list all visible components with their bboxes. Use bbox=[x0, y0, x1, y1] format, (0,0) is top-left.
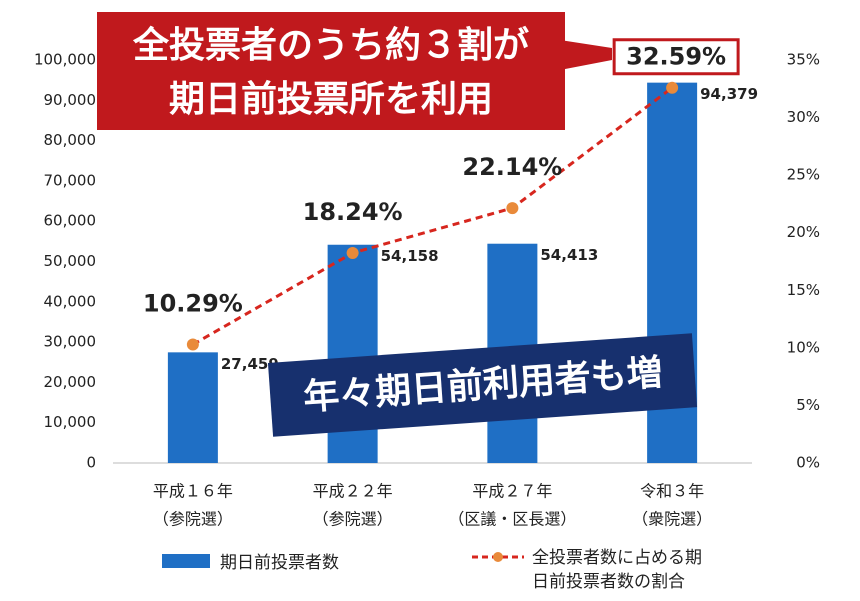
line-value-label: 32.59% bbox=[626, 43, 726, 71]
legend-label: 期日前投票者数 bbox=[220, 553, 339, 573]
bar bbox=[167, 352, 218, 463]
legend-swatch bbox=[162, 553, 210, 568]
line-marker bbox=[346, 246, 359, 259]
legend-item: 全投票者数に占める期日前投票者数の割合 bbox=[470, 546, 702, 594]
y-tick-label: 60,000 bbox=[44, 212, 97, 230]
banner-arrow bbox=[560, 40, 612, 70]
y-tick-label: 30,000 bbox=[44, 333, 97, 351]
y-tick-label: 10,000 bbox=[44, 413, 97, 431]
y2-tick-label: 25% bbox=[787, 166, 820, 184]
line-value-label: 10.29% bbox=[143, 290, 243, 318]
badge: 年々期日前利用者も増 bbox=[267, 333, 698, 437]
x-tick-label: （衆院選） bbox=[632, 510, 712, 529]
y-tick-label: 20,000 bbox=[44, 373, 97, 391]
y2-tick-label: 0% bbox=[796, 454, 820, 472]
bar-value-label: 27,459 bbox=[221, 355, 279, 373]
x-tick-label: 平成１６年 bbox=[153, 482, 233, 501]
value-label-box bbox=[612, 38, 740, 76]
badge-box bbox=[267, 333, 698, 437]
y2-tick-label: 20% bbox=[787, 223, 820, 241]
bar-value-label: 54,158 bbox=[381, 247, 439, 265]
legend-label: 全投票者数に占める期日前投票者数の割合 bbox=[532, 548, 702, 592]
bar-value-label: 94,379 bbox=[700, 85, 758, 103]
x-tick-label: 平成２７年 bbox=[472, 482, 552, 501]
x-tick-label: （参院選） bbox=[313, 510, 393, 529]
y2-tick-label: 5% bbox=[796, 396, 820, 414]
y-tick-label: 40,000 bbox=[44, 292, 97, 310]
legend-swatch bbox=[472, 552, 524, 562]
x-tick-label: 平成２２年 bbox=[313, 482, 393, 501]
banner bbox=[97, 12, 565, 130]
line bbox=[192, 86, 674, 346]
x-tick-label: （参院選） bbox=[153, 510, 233, 529]
y2-tick-label: 35% bbox=[787, 51, 820, 69]
line-marker bbox=[506, 202, 519, 215]
x-tick-label: （区議・区長選） bbox=[448, 510, 576, 529]
x-tick-label: 令和３年 bbox=[640, 482, 704, 501]
y2-tick-label: 15% bbox=[787, 281, 820, 299]
line-marker bbox=[186, 338, 199, 351]
line-marker bbox=[666, 81, 679, 94]
y-tick-label: 0 bbox=[86, 454, 96, 472]
y2-tick-label: 10% bbox=[787, 338, 820, 356]
y-tick-label: 80,000 bbox=[44, 131, 97, 149]
line-value-label: 22.14% bbox=[462, 153, 562, 181]
y2-tick-label: 30% bbox=[787, 108, 820, 126]
legend-item: 期日前投票者数 bbox=[162, 548, 339, 573]
line-value-label: 18.24% bbox=[303, 198, 403, 226]
bar-value-label: 54,413 bbox=[540, 246, 598, 264]
y-tick-label: 50,000 bbox=[44, 252, 97, 270]
banner-text: 全投票者のうち約３割が bbox=[132, 24, 529, 66]
y-tick-label: 70,000 bbox=[44, 171, 97, 189]
y-tick-label: 90,000 bbox=[44, 91, 97, 109]
banner-text: 期日前投票所を利用 bbox=[169, 79, 493, 120]
y-tick-label: 100,000 bbox=[34, 51, 96, 69]
